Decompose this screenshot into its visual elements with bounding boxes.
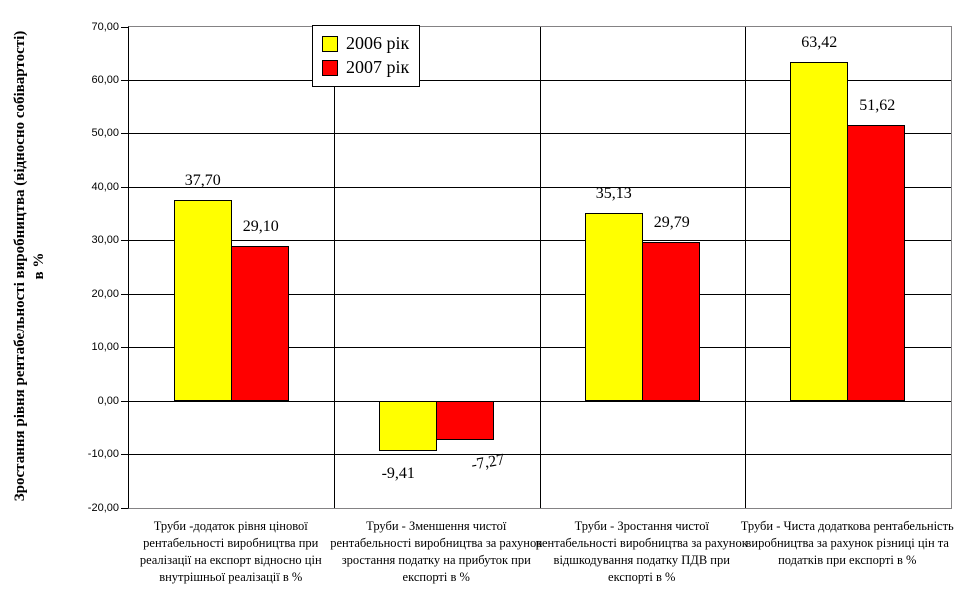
y-tick-label: 50,00	[91, 127, 119, 140]
y-tick-mark	[121, 507, 128, 509]
bar-value-label: 29,10	[242, 217, 279, 235]
y-tick-label: 30,00	[91, 234, 119, 247]
category-label: Труби - Зростання чистої рентабельності …	[535, 519, 748, 584]
category-separator	[745, 27, 746, 508]
y-tick-mark	[121, 454, 128, 456]
y-tick-label: 40,00	[91, 180, 119, 193]
legend-swatch-2006-icon	[322, 35, 338, 52]
legend: 2006 рік 2007 рік	[312, 25, 421, 87]
y-axis-title-line1: Зростання рівня рентабельності виробницт…	[12, 30, 28, 502]
category-separator	[334, 27, 335, 508]
bar-2007-cat3	[641, 241, 700, 402]
bar-value-label: 51,62	[859, 97, 896, 115]
bar-value-label: -7,27	[470, 451, 507, 474]
bar-2007-cat1	[230, 245, 289, 402]
y-tick-mark	[121, 293, 128, 295]
y-tick-mark	[121, 400, 128, 402]
bar-value-label: 63,42	[801, 34, 838, 52]
y-tick-label: 60,00	[91, 73, 119, 86]
bar-value-label: 35,13	[595, 185, 632, 203]
y-tick-label: 10,00	[91, 341, 119, 354]
bar-2006-cat4	[790, 62, 849, 402]
category-label: Труби -додаток рівня цінової рентабельно…	[139, 519, 322, 584]
legend-label-2006: 2006 рік	[346, 33, 410, 53]
bar-2006-cat2	[379, 401, 438, 452]
y-axis-title: Зростання рівня рентабельності виробницт…	[11, 0, 49, 546]
category-separator	[539, 27, 541, 508]
y-tick-mark	[121, 79, 128, 81]
bar-2007-cat4	[847, 125, 906, 402]
bar-2006-cat3	[584, 213, 643, 402]
bar-value-label: -9,41	[381, 465, 415, 483]
y-tick-mark	[121, 240, 128, 242]
legend-label-2007: 2007 рік	[346, 57, 410, 77]
category-label: Труби - Зменшення чистої рентабельності …	[330, 519, 543, 584]
y-tick-label: 20,00	[91, 287, 119, 300]
y-tick-mark	[121, 133, 128, 135]
bar-value-label: 29,79	[653, 213, 690, 231]
y-tick-label: 0,00	[97, 394, 119, 407]
category-label: Труби - Чиста додаткова рентабельність в…	[740, 519, 954, 567]
legend-swatch-2007-icon	[322, 59, 338, 76]
y-tick-label: 70,00	[91, 20, 119, 33]
y-tick-label: -20,00	[87, 501, 119, 514]
y-tick-mark	[121, 186, 128, 188]
y-tick-mark	[121, 347, 128, 349]
y-tick-label: -10,00	[87, 448, 119, 461]
y-axis-title-line2: в %	[31, 252, 47, 280]
bar-2007-cat2	[436, 401, 495, 440]
legend-item-2006: 2006 рік	[322, 33, 409, 54]
y-tick-mark	[121, 26, 128, 28]
bar-value-label: 37,70	[184, 171, 221, 189]
legend-item-2007: 2007 рік	[322, 57, 409, 78]
plot-area: -20,00 -10,00 0,00 10,00 20,00 30,00 40,00 50,0…	[88, 21, 952, 514]
